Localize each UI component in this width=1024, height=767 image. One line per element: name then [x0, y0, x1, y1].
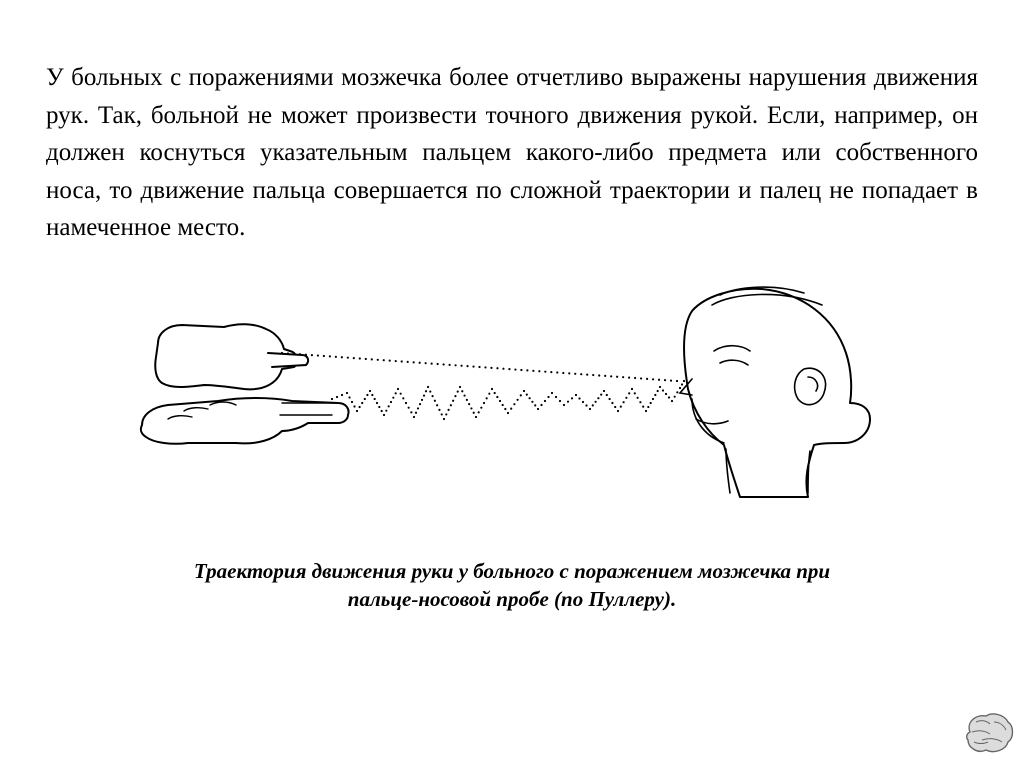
caption-line-2: пальце-носовой пробе (по Пуллеру). [348, 587, 676, 611]
caption-line-1: Траектория движения руки у больного с по… [194, 559, 830, 583]
slide-page: У больных с поражениями мозжечка более о… [0, 0, 1024, 767]
body-paragraph: У больных с поражениями мозжечка более о… [46, 59, 978, 247]
figure-caption: Траектория движения руки у больного с по… [46, 557, 978, 614]
figure-finger-nose-test [46, 283, 978, 543]
trajectory-diagram [132, 283, 892, 513]
brain-icon [960, 712, 1016, 761]
